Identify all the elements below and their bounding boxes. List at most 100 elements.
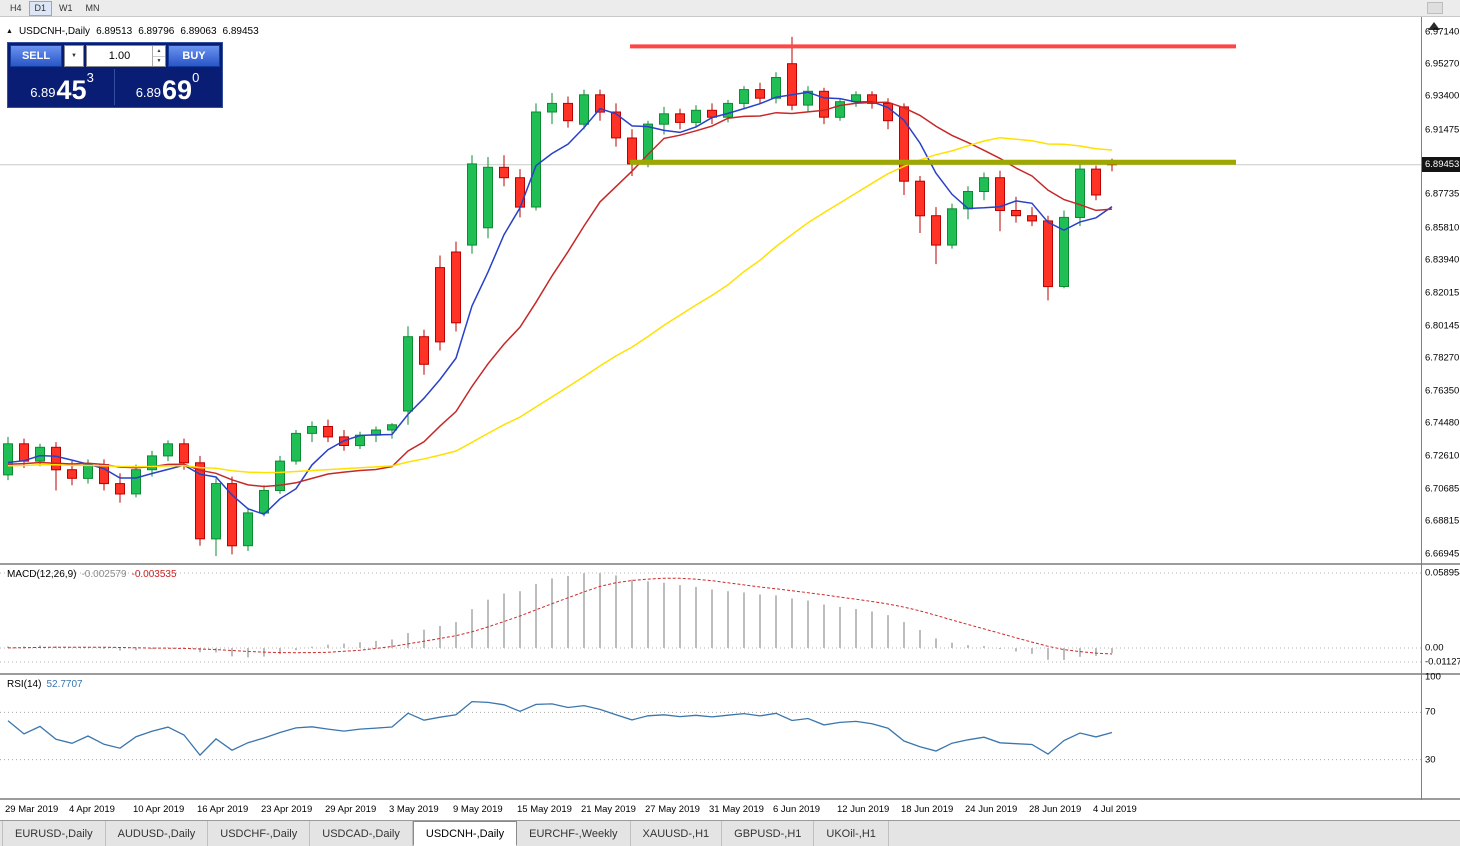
candle-body	[611, 111, 621, 139]
current-price-badge: 6.89453	[1422, 157, 1460, 172]
tf-button-d1[interactable]: D1	[28, 0, 53, 16]
chart-tab-ukoil-h1[interactable]: UKOil-,H1	[814, 821, 889, 846]
price-axis-label: 6.68815	[1425, 515, 1460, 527]
price-axis-label: 6.66945	[1425, 548, 1460, 560]
tf-button-mn[interactable]: MN	[85, 2, 100, 13]
candle-body	[547, 102, 557, 113]
candle-body	[483, 166, 493, 229]
candle-body	[1091, 168, 1101, 196]
buy-price-pips: 69	[162, 75, 193, 105]
main-chart-canvas[interactable]	[0, 17, 1421, 563]
buy-button[interactable]: BUY	[168, 45, 220, 67]
sell-price-display[interactable]: 6.89 45 3	[10, 69, 115, 105]
buy-price-display[interactable]: 6.89 69 0	[115, 69, 220, 105]
candle-body	[755, 89, 765, 99]
price-axis-label: 6.70685	[1425, 483, 1460, 495]
chart-tab-usdcad-daily[interactable]: USDCAD-,Daily	[310, 821, 413, 846]
macd-axis-label: -0.011275	[1425, 656, 1460, 668]
volume-dropdown[interactable]: ▼	[64, 45, 84, 67]
macd-axis[interactable]: 0.058954 0.00 -0.011275	[1422, 566, 1460, 673]
time-axis-label: 23 Apr 2019	[261, 804, 313, 815]
candle-body	[307, 426, 317, 434]
volume-spin-up-icon[interactable]: ▲	[153, 46, 165, 57]
chart-tab-gbpusd-h1[interactable]: GBPUSD-,H1	[722, 821, 815, 846]
price-axis-label: 6.82015	[1425, 287, 1460, 299]
pane-separator-rsi[interactable]	[0, 673, 1460, 675]
time-axis-label: 29 Mar 2019	[5, 804, 59, 815]
time-axis-label: 15 May 2019	[517, 804, 572, 815]
candle-body	[435, 267, 445, 343]
price-axis-label: 6.95270	[1425, 58, 1460, 70]
candle-body	[515, 177, 525, 208]
candle-body	[403, 336, 413, 412]
ohlc-low: 6.89063	[180, 26, 217, 37]
candle-body	[3, 443, 13, 476]
candle-body	[739, 89, 749, 104]
chart-tab-bar: EURUSD-,Daily AUDUSD-,Daily USDCHF-,Daily U…	[0, 820, 1460, 846]
time-axis-label: 4 Apr 2019	[69, 804, 115, 815]
price-axis-border	[1421, 17, 1422, 800]
price-axis-label: 6.80145	[1425, 320, 1460, 332]
pane-separator-timeaxis	[0, 798, 1460, 800]
macd-axis-label: 0.00	[1425, 642, 1444, 654]
chart-tab-usdchf-daily[interactable]: USDCHF-,Daily	[208, 821, 311, 846]
volume-field[interactable]: 1.00 ▲ ▼	[86, 45, 166, 67]
candle-body	[67, 469, 77, 479]
ohlc-close: 6.89453	[222, 26, 259, 37]
pane-separator-macd[interactable]	[0, 563, 1460, 565]
sell-button[interactable]: SELL	[10, 45, 62, 67]
candle-body	[1011, 210, 1021, 217]
candle-body	[291, 432, 301, 462]
rsi-axis[interactable]: 100 70 30	[1422, 672, 1460, 798]
buy-price-main: 6.89	[135, 85, 162, 100]
time-axis-label: 31 May 2019	[709, 804, 764, 815]
time-axis-label: 21 May 2019	[581, 804, 636, 815]
scroll-up-icon[interactable]	[1428, 22, 1440, 30]
tf-button-w1[interactable]: W1	[59, 2, 73, 13]
price-axis[interactable]: 6.89453 6.97140 6.95270 6.93400 6.91475 6.87…	[1422, 17, 1460, 563]
rsi-value: 52.7707	[46, 679, 83, 690]
candle-body	[211, 483, 221, 540]
macd-name: MACD(12,26,9)	[7, 569, 77, 580]
candle-body	[915, 180, 925, 217]
candle-body	[83, 464, 93, 479]
time-axis-label: 28 Jun 2019	[1029, 804, 1082, 815]
time-axis-label: 3 May 2019	[389, 804, 439, 815]
candle-body	[1027, 215, 1037, 222]
candle-body	[835, 101, 845, 118]
candle-body	[803, 90, 813, 106]
time-axis[interactable]: 29 Mar 2019 4 Apr 2019 10 Apr 2019 16 Apr 2…	[0, 800, 1421, 820]
candle-body	[899, 106, 909, 182]
tf-button-h4[interactable]: H4	[10, 2, 22, 13]
price-axis-label: 6.76350	[1425, 385, 1460, 397]
price-axis-label: 6.91475	[1425, 124, 1460, 136]
chart-tab-eurchf-weekly[interactable]: EURCHF-,Weekly	[517, 821, 631, 846]
chart-tab-usdcnh-daily[interactable]: USDCNH-,Daily	[412, 821, 518, 846]
candle-body	[595, 94, 605, 113]
collapse-arrow-icon[interactable]: ▲	[6, 28, 13, 35]
volume-value[interactable]: 1.00	[108, 50, 131, 62]
macd-axis-label: 0.058954	[1425, 567, 1460, 579]
candle-body	[931, 215, 941, 246]
chart-tab-audusd-daily[interactable]: AUDUSD-,Daily	[106, 821, 209, 846]
candle-body	[323, 426, 333, 438]
rsi-canvas[interactable]	[0, 675, 1421, 798]
time-axis-label: 12 Jun 2019	[837, 804, 890, 815]
chart-tab-xauusd-h1[interactable]: XAUUSD-,H1	[631, 821, 723, 846]
candle-body	[579, 94, 589, 125]
candle-body	[35, 446, 45, 462]
price-axis-label: 6.83940	[1425, 254, 1460, 266]
chart-tab-eurusd-daily[interactable]: EURUSD-,Daily	[2, 821, 106, 846]
price-axis-label: 6.74480	[1425, 417, 1460, 429]
candle-body	[563, 102, 573, 122]
sell-price-pips: 45	[56, 75, 87, 105]
macd-value-signal: -0.003535	[131, 569, 177, 580]
time-axis-label: 18 Jun 2019	[901, 804, 954, 815]
price-axis-label: 6.87735	[1425, 188, 1460, 200]
price-axis-label: 6.78270	[1425, 352, 1460, 364]
candle-body	[451, 251, 461, 324]
macd-canvas[interactable]	[0, 566, 1421, 673]
volume-spin-down-icon[interactable]: ▼	[156, 58, 162, 65]
candle-body	[1043, 220, 1053, 288]
